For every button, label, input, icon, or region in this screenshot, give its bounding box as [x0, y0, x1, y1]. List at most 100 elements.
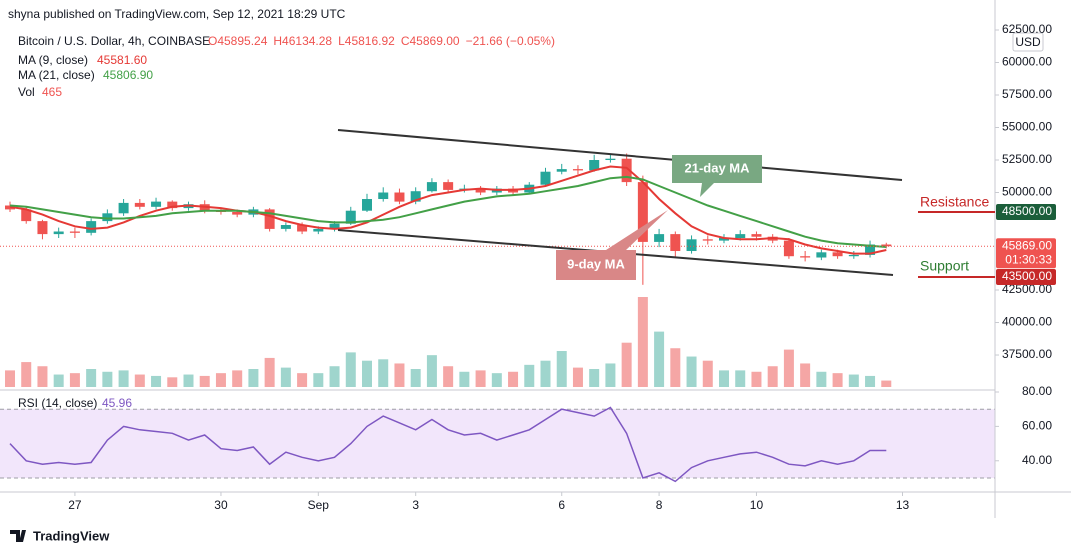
candle-body: [297, 225, 308, 232]
marks: [0, 153, 995, 483]
candle-body: [151, 201, 162, 207]
ma21-callout: [672, 155, 762, 197]
candle-body: [751, 234, 762, 237]
price-badge: [996, 269, 1056, 286]
ma21-legend-name: MA (21, close): [18, 68, 95, 82]
ohlc-value: L45816.92: [338, 34, 395, 48]
candle-body: [232, 212, 243, 215]
background: [0, 29, 999, 496]
volume-bar: [865, 375, 876, 387]
candle-body: [848, 254, 859, 257]
candle-body: [378, 192, 389, 200]
volume-bar: [621, 342, 632, 387]
y-tick-label: 57500.00: [1002, 87, 1052, 101]
x-tick-label: 8: [656, 498, 663, 512]
volume-bar: [654, 331, 665, 387]
volume-bar: [848, 374, 859, 387]
candle-body: [540, 171, 551, 185]
ma9-callout: [556, 210, 668, 280]
volume-bar: [345, 352, 356, 387]
volume-bar: [589, 369, 600, 387]
y-tick-label: 37500.00: [1002, 347, 1052, 361]
footer-logo: [10, 530, 26, 542]
candle-body: [556, 169, 567, 172]
volume-bar: [199, 375, 210, 387]
volume-bar: [21, 362, 32, 387]
currency-label: USD: [1015, 35, 1041, 49]
volume-bar: [394, 363, 405, 387]
price-badge-label: 45869.00: [1002, 238, 1052, 252]
volume-bar: [248, 369, 259, 387]
volume-bar: [5, 370, 15, 387]
candle-body: [53, 231, 64, 235]
candle-body: [313, 228, 324, 232]
volume-bar: [783, 349, 794, 387]
volume-bar: [426, 355, 437, 387]
volume-bar: [735, 370, 746, 387]
candle-body: [816, 252, 827, 258]
volume-bar: [524, 364, 535, 387]
candle-body: [443, 182, 454, 190]
candle-body: [670, 234, 681, 252]
candle-body: [475, 188, 486, 193]
volume-bar: [508, 371, 519, 387]
volume-bar: [702, 360, 713, 387]
publisher-line: shyna published on TradingView.com, Sep …: [8, 7, 346, 21]
volume-bar: [540, 360, 551, 387]
resistance-label: Resistance: [920, 194, 989, 210]
rsi-legend-name: RSI (14, close): [18, 396, 97, 410]
volume-bar: [151, 375, 162, 387]
ma9-callout-label: 9-day MA: [567, 256, 625, 271]
candle-body: [118, 202, 129, 214]
rsi-y-tick-label: 80.00: [1022, 384, 1052, 398]
volume-bar: [800, 363, 811, 387]
support-label: Support: [920, 258, 969, 274]
y-tick-label: 50000.00: [1002, 185, 1052, 199]
x-tick-label: 6: [558, 498, 565, 512]
volume-bar: [686, 356, 697, 387]
x-tick-label: 3: [412, 498, 419, 512]
volume-bar: [183, 374, 194, 387]
symbol-title: Bitcoin / U.S. Dollar, 4h, COINBASE: [18, 34, 210, 48]
candle-body: [881, 244, 892, 247]
candle-body: [621, 158, 632, 183]
candle-body: [783, 240, 794, 257]
rsi-line: [9, 406, 887, 483]
volume-bar: [215, 373, 226, 387]
candle-body: [345, 210, 356, 224]
volume-bar: [816, 371, 827, 387]
rsi-band: [0, 409, 995, 478]
volume-bar: [637, 297, 648, 387]
volume-bar: [443, 366, 454, 387]
price-badge: [996, 238, 1056, 269]
ohlc-value: O45895.24: [208, 34, 268, 48]
volume-bar: [719, 370, 730, 387]
y-tick-label: 52500.00: [1002, 152, 1052, 166]
volume-bar: [167, 377, 178, 387]
y-tick-label: 62500.00: [1002, 22, 1052, 36]
candle-body: [69, 231, 80, 233]
volume-bar: [232, 370, 243, 387]
volume-bar: [556, 351, 567, 387]
candle-body: [410, 191, 421, 202]
volume-bar: [102, 371, 113, 387]
candle-body: [605, 158, 616, 161]
x-tick-label: 10: [750, 498, 764, 512]
volume-bar: [329, 366, 340, 387]
candle-body: [719, 238, 730, 241]
ma9-legend-name: MA (9, close): [18, 53, 88, 67]
vol-legend-value: 465: [42, 85, 62, 99]
candle-body: [426, 182, 437, 192]
rsi-legend-value: 45.96: [102, 396, 132, 410]
volume-bar: [751, 371, 762, 387]
candle-body: [394, 192, 405, 202]
candle-body: [702, 239, 713, 241]
volume-bar: [313, 373, 324, 387]
candle-body: [589, 160, 600, 171]
candle-body: [86, 221, 97, 233]
ma9-legend-value: 45581.60: [97, 53, 147, 67]
trend-line-upper: [337, 129, 903, 181]
volume-bar: [459, 371, 470, 387]
ohlc-value: C45869.00: [401, 34, 460, 48]
candle-body: [134, 202, 145, 207]
